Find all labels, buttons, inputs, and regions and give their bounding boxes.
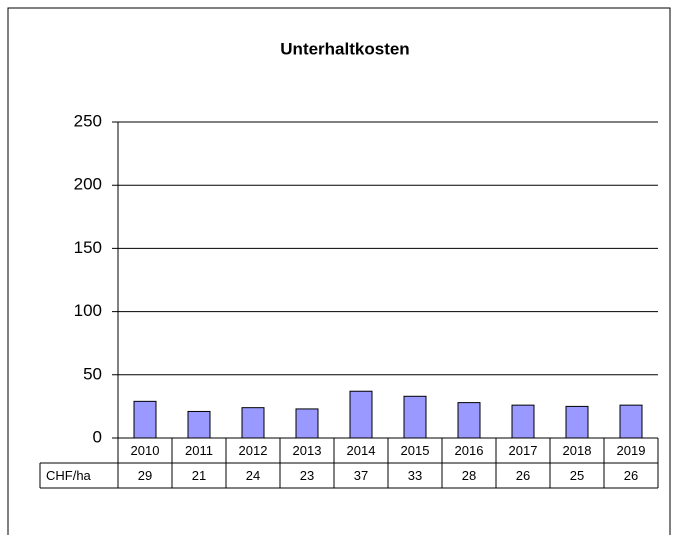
x-tick-label: 2019: [617, 443, 646, 458]
table-value: 25: [570, 468, 584, 483]
y-tick-label: 100: [74, 301, 102, 320]
x-tick-label: 2017: [509, 443, 538, 458]
y-tick-label: 200: [74, 175, 102, 194]
chart-title: Unterhaltkosten: [280, 39, 409, 58]
legend-label: CHF/ha: [46, 468, 92, 483]
table-value: 26: [624, 468, 638, 483]
bar: [403, 395, 427, 439]
y-tick-label: 50: [83, 364, 102, 383]
bar: [565, 405, 589, 439]
table-value: 26: [516, 468, 530, 483]
y-tick-label: 150: [74, 238, 102, 257]
x-tick-label: 2013: [293, 443, 322, 458]
y-tick-label: 0: [93, 427, 102, 446]
x-tick-label: 2011: [185, 443, 213, 458]
bar: [457, 402, 481, 439]
table-value: 37: [354, 468, 368, 483]
table-value: 21: [192, 468, 206, 483]
table-value: 23: [300, 468, 314, 483]
bar: [511, 404, 535, 439]
table-value: 28: [462, 468, 476, 483]
table-value: 24: [246, 468, 260, 483]
x-tick-label: 2016: [455, 443, 484, 458]
x-tick-label: 2012: [239, 443, 268, 458]
x-tick-label: 2014: [347, 443, 376, 458]
bar: [241, 407, 265, 439]
y-tick-label: 250: [74, 111, 102, 130]
x-tick-label: 2010: [131, 443, 160, 458]
table-value: 29: [138, 468, 152, 483]
table-value: 33: [408, 468, 422, 483]
bar: [295, 408, 319, 439]
bar: [619, 404, 643, 439]
bar: [349, 390, 373, 439]
chart-border: [7, 7, 671, 535]
x-tick-label: 2018: [563, 443, 592, 458]
bar: [187, 410, 211, 439]
x-tick-label: 2015: [401, 443, 430, 458]
bar: [133, 400, 157, 439]
